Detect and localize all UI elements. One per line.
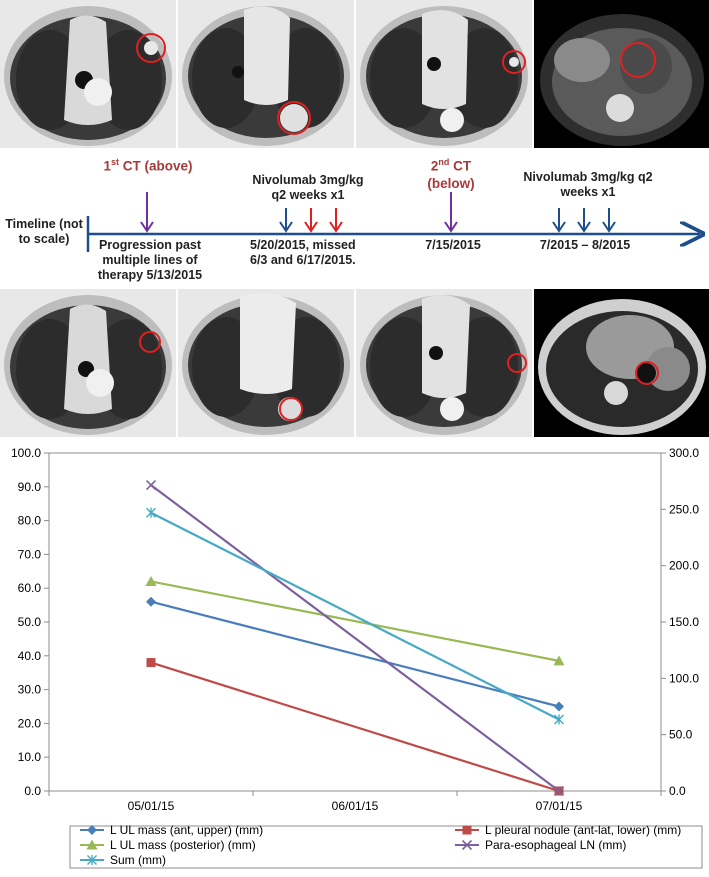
x-tick-label: 05/01/15 (128, 799, 175, 813)
nivolumab-label-1: Nivolumab 3mg/kg q2 weeks x1 (252, 173, 364, 202)
right-tick-label: 250.0 (669, 502, 699, 516)
right-tick-label: 300.0 (669, 446, 699, 460)
treatment-timeline: Timeline (not to scale) 1st CT (above) P… (0, 148, 709, 289)
legend-marker (86, 839, 98, 850)
tumor-size-chart: 0.0 10.0 20.0 30.0 40.0 50.0 60.0 70.0 80.0 90.0 1… (0, 437, 709, 872)
legend-label: L UL mass (posterior) (mm) (110, 838, 256, 852)
left-tick-label: 40.0 (18, 649, 42, 663)
data-point-para-esophageal-ln-mm (145, 480, 157, 491)
left-tick-label: 60.0 (18, 581, 42, 595)
right-tick-label: 50.0 (669, 728, 693, 742)
x-tick-label: 07/01/15 (536, 799, 583, 813)
left-tick-label: 50.0 (18, 615, 42, 629)
data-point-para-esophageal-ln-mm (553, 785, 565, 797)
data-point-sum-mm (554, 714, 564, 725)
left-tick-label: 10.0 (18, 750, 42, 764)
data-point-l-ul-mass-posterior-mm (145, 575, 157, 586)
legend-label: L UL mass (ant, upper) (mm) (110, 823, 263, 837)
ct-image-bottom-2 (178, 289, 354, 437)
nivolumab-event-2: 7/2015 – 8/2015 (539, 238, 631, 252)
nivolumab-event-1: 5/20/2015, missed 6/3 and 6/17/2015. (250, 238, 356, 267)
chart-canvas: 0.0 10.0 20.0 30.0 40.0 50.0 60.0 70.0 80.0 90.0 1… (11, 446, 703, 869)
data-point-l-ul-mass-ant-upper-mm (554, 701, 564, 712)
right-tick-label: 150.0 (669, 615, 699, 629)
right-tick-label: 200.0 (669, 559, 699, 573)
left-tick-label: 20.0 (18, 716, 42, 730)
left-tick-label: 80.0 (18, 514, 42, 528)
left-tick-label: 90.0 (18, 480, 42, 494)
ct-image-top-2 (178, 0, 354, 148)
data-point-l-ul-mass-posterior-mm (553, 655, 565, 666)
right-tick-label: 100.0 (669, 671, 699, 685)
second-ct-label: 2nd CT (below) (427, 157, 475, 191)
data-point-l-ul-mass-ant-upper-mm (146, 596, 156, 607)
series-line-sum-mm (150, 511, 560, 721)
ct-image-top-1 (0, 0, 176, 148)
first-ct-event: Progression past multiple lines of thera… (97, 238, 203, 282)
legend-marker (87, 825, 97, 835)
series-line-l-ul-mass-posterior-mm (150, 580, 560, 662)
second-ct-event: 7/15/2015 (425, 238, 481, 252)
left-tick-label: 30.0 (18, 683, 42, 697)
legend-marker (462, 825, 472, 835)
legend-box (69, 825, 703, 869)
timeline-graphics (86, 192, 709, 252)
ct-image-top-3 (356, 0, 532, 148)
ct-row-first-scan (0, 0, 709, 148)
legend-marker (461, 839, 473, 851)
legend-marker (87, 855, 97, 865)
ct-row-second-scan (0, 289, 709, 437)
timeline-start-label: Timeline (not to scale) (5, 217, 83, 246)
ct-image-bottom-1 (0, 289, 176, 437)
ct-image-top-4 (534, 0, 709, 148)
left-tick-label: 100.0 (11, 446, 41, 460)
data-point-l-pleural-nodule-ant-lat-lower-mm (146, 658, 156, 668)
series-line-l-pleural-nodule-ant-lat-lower-mm (150, 661, 560, 793)
ct-image-bottom-4 (534, 289, 709, 437)
legend-label: Sum (mm) (110, 853, 166, 867)
data-point-sum-mm (146, 507, 156, 518)
left-tick-label: 0.0 (24, 784, 41, 798)
first-ct-label: 1st CT (above) (103, 157, 193, 174)
ct-image-bottom-3 (356, 289, 532, 437)
right-tick-label: 0.0 (669, 784, 686, 798)
series-line-para-esophageal-ln-mm (150, 484, 560, 792)
nivolumab-label-2: Nivolumab 3mg/kg q2 weeks x1 (523, 170, 653, 199)
x-tick-label: 06/01/15 (332, 799, 379, 813)
legend-label: Para-esophageal LN (mm) (485, 838, 626, 852)
left-tick-label: 70.0 (18, 547, 42, 561)
series-line-l-ul-mass-ant-upper-mm (150, 600, 560, 708)
legend-label: L pleural nodule (ant-lat, lower) (mm) (485, 823, 681, 837)
